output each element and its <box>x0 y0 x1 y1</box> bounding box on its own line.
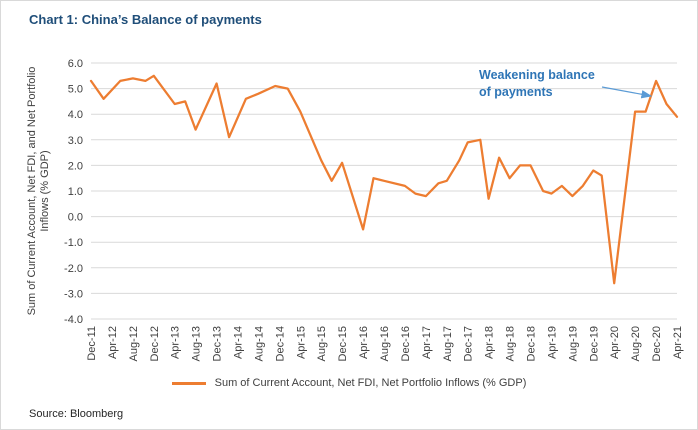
x-tick-label: Aug-18 <box>505 326 517 361</box>
x-tick-label: Dec-17 <box>463 326 475 361</box>
annotation-arrow <box>601 86 653 99</box>
x-tick-label: Aug-19 <box>567 326 579 361</box>
x-tick-label: Dec-13 <box>212 326 224 361</box>
x-tick-label: Dec-20 <box>651 326 663 361</box>
series-line <box>89 74 679 285</box>
x-tick-label: Aug-16 <box>379 326 391 361</box>
x-tick-label: Apr-21 <box>672 326 684 359</box>
x-tick-label: Apr-15 <box>295 326 307 359</box>
y-tick-label: -1.0 <box>64 237 83 249</box>
y-tick-label: 6.0 <box>68 58 83 70</box>
y-tick-label: 4.0 <box>68 109 83 121</box>
y-tick-label: -4.0 <box>64 314 83 326</box>
annotation-text-line2: of payments <box>479 85 553 99</box>
x-tick-label: Aug-13 <box>191 326 203 361</box>
x-tick-label: Apr-13 <box>170 326 182 359</box>
y-tick-label: 2.0 <box>68 160 83 172</box>
x-tick-label: Aug-17 <box>442 326 454 361</box>
x-tick-label: Apr-17 <box>421 326 433 359</box>
y-tick-label: -3.0 <box>64 288 83 300</box>
legend: Sum of Current Account, Net FDI, Net Por… <box>1 377 697 389</box>
y-tick-label: 3.0 <box>68 135 83 147</box>
x-tick-label: Dec-16 <box>400 326 412 361</box>
x-tick-label: Dec-12 <box>149 326 161 361</box>
x-tick-label: Apr-12 <box>107 326 119 359</box>
annotation-text-line1: Weakening balance <box>479 68 595 82</box>
x-tick-label: Dec-18 <box>526 326 538 361</box>
legend-label: Sum of Current Account, Net FDI, Net Por… <box>214 377 527 389</box>
x-tick-label: Apr-18 <box>484 326 496 359</box>
y-tick-label: 5.0 <box>68 84 83 96</box>
x-tick-label: Aug-12 <box>128 326 140 361</box>
legend-line-swatch <box>171 381 206 385</box>
x-tick-label: Apr-14 <box>233 326 245 359</box>
chart-title: Chart 1: China’s Balance of payments <box>29 12 262 27</box>
plot-area: 6.05.04.03.02.01.00.0-1.0-2.0-3.0-4.0Dec… <box>64 58 684 361</box>
x-tick-label: Aug-20 <box>630 326 642 361</box>
x-tick-label: Aug-15 <box>316 326 328 361</box>
x-tick-label: Dec-15 <box>337 326 349 361</box>
x-tick-label: Apr-20 <box>609 326 621 359</box>
x-tick-label: Dec-14 <box>274 326 286 361</box>
x-tick-label: Aug-14 <box>253 326 265 361</box>
y-tick-label: 1.0 <box>68 186 83 198</box>
x-tick-label: Dec-19 <box>588 326 600 361</box>
x-tick-label: Apr-19 <box>546 326 558 359</box>
y-tick-label: -2.0 <box>64 263 83 275</box>
source-note: Source: Bloomberg <box>29 408 124 420</box>
x-tick-label: Apr-16 <box>358 326 370 359</box>
y-tick-label: 0.0 <box>68 212 83 224</box>
x-tick-label: Dec-11 <box>86 326 98 361</box>
